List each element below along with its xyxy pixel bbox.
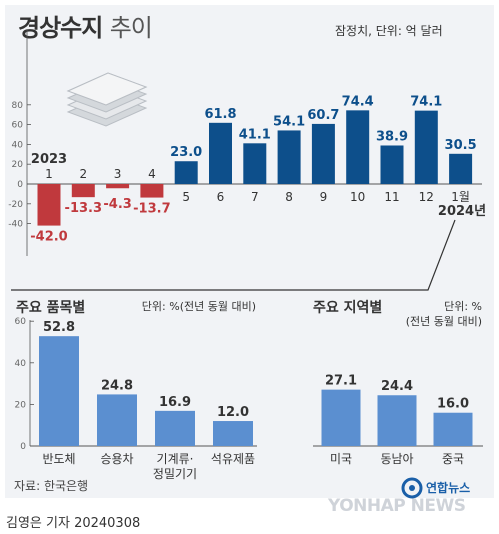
bar bbox=[106, 184, 130, 189]
bar bbox=[155, 410, 195, 446]
y-tick-label: 0 bbox=[17, 180, 23, 190]
category-label: 7 bbox=[251, 190, 259, 204]
value-label: -13.7 bbox=[133, 202, 170, 217]
brand-logo: 연합뉴스 YONHAP NEWS bbox=[328, 474, 492, 526]
y-tick-label: 80 bbox=[12, 101, 24, 111]
category-label: 1월 bbox=[451, 190, 470, 204]
year-label-2024: 2024년 bbox=[438, 204, 486, 219]
region-chart-unit: (전년 동월 대비) bbox=[406, 315, 482, 328]
y-tick-label: 40 bbox=[12, 140, 24, 150]
category-label: 9 bbox=[320, 190, 328, 204]
value-label: 23.0 bbox=[170, 145, 202, 160]
y-tick-label: -40 bbox=[8, 220, 23, 230]
category-y-tick-label: 60 bbox=[15, 317, 27, 327]
y-tick-label: 60 bbox=[12, 121, 24, 131]
category-label: 승용차 bbox=[100, 452, 133, 466]
category-chart: 주요 품목별 단위: %(전년 동월 대비) 60 40 20 0 52.8 반도체 24.8 승… bbox=[15, 299, 257, 481]
title-main: 경상수지 bbox=[18, 14, 103, 42]
value-label: 16.0 bbox=[437, 397, 469, 412]
bar bbox=[449, 153, 473, 184]
bar bbox=[346, 110, 370, 184]
value-label: 74.4 bbox=[342, 94, 374, 109]
category-label: 반도체 bbox=[42, 452, 75, 466]
brand-en: YONHAP NEWS bbox=[328, 496, 466, 516]
bar bbox=[209, 122, 232, 184]
category-label: 5 bbox=[182, 190, 190, 204]
unit-note: 잠정치, 단위: 억 달러 bbox=[335, 24, 443, 38]
value-label: 24.4 bbox=[381, 379, 413, 394]
category-y-tick-label: 0 bbox=[20, 442, 26, 452]
region-chart-title: 주요 지역별 bbox=[313, 299, 382, 316]
bar bbox=[243, 143, 267, 184]
category-label: 동남아 bbox=[380, 452, 413, 466]
value-label: 60.7 bbox=[307, 108, 339, 123]
money-stack-icon bbox=[66, 72, 148, 127]
value-label: -4.3 bbox=[103, 197, 131, 212]
bar bbox=[140, 184, 164, 198]
category-label: 석유제품 bbox=[211, 452, 255, 466]
bar bbox=[414, 110, 438, 184]
y-tick-label: -20 bbox=[8, 200, 23, 210]
value-label: 54.1 bbox=[273, 114, 305, 129]
category-label: 1 bbox=[45, 167, 53, 181]
bar bbox=[277, 130, 301, 184]
value-label: 52.8 bbox=[43, 320, 75, 335]
value-label: 12.0 bbox=[217, 405, 249, 420]
bar bbox=[37, 184, 61, 226]
category-label: 4 bbox=[148, 167, 156, 181]
bar bbox=[311, 123, 335, 184]
category-label: 기계류· bbox=[157, 452, 194, 466]
bar bbox=[97, 394, 137, 446]
brand-ko: 연합뉴스 bbox=[426, 481, 471, 495]
category-label: 3 bbox=[114, 167, 122, 181]
bar bbox=[213, 421, 253, 446]
value-label: -13.3 bbox=[65, 201, 102, 216]
value-label: 30.5 bbox=[445, 138, 477, 153]
value-label: 38.9 bbox=[376, 129, 408, 144]
bar bbox=[39, 336, 79, 446]
y-tick-label: 20 bbox=[12, 160, 24, 170]
value-label: 74.1 bbox=[410, 95, 442, 110]
main-chart: 80 60 40 20 0 -20 -40 1 -42.0 2 -13.3 3 -4.3 4 -13.7 5 2… bbox=[8, 30, 486, 291]
page-title: 경상수지 추이 bbox=[18, 8, 153, 43]
category-chart-unit: 단위: %(전년 동월 대비) bbox=[142, 300, 256, 313]
category-y-tick-label: 20 bbox=[15, 400, 27, 410]
category-label: 중국 bbox=[442, 452, 464, 466]
year-label-2023: 2023 bbox=[31, 152, 67, 167]
category-label: 12 bbox=[419, 190, 434, 204]
value-label: 24.8 bbox=[101, 378, 133, 393]
category-label: 10 bbox=[350, 190, 365, 204]
bar bbox=[377, 395, 417, 446]
category-label: 2 bbox=[79, 167, 87, 181]
category-y-tick-label: 40 bbox=[15, 359, 27, 369]
category-label: 미국 bbox=[330, 452, 352, 466]
bar bbox=[71, 184, 95, 198]
category-label: 11 bbox=[384, 190, 399, 204]
category-label: 6 bbox=[217, 190, 225, 204]
category-chart-title: 주요 품목별 bbox=[16, 299, 85, 316]
value-label: 27.1 bbox=[325, 374, 357, 389]
bar bbox=[380, 145, 404, 184]
byline: 김영은 기자 20240308 bbox=[6, 516, 141, 531]
category-label: 8 bbox=[285, 190, 293, 204]
bar bbox=[321, 389, 361, 446]
value-label: 61.8 bbox=[204, 107, 236, 122]
region-chart-unit: 단위: % bbox=[444, 300, 482, 313]
value-label: 16.9 bbox=[159, 395, 191, 410]
region-chart: 주요 지역별 단위: % (전년 동월 대비) 27.1 미국 24.4 동남아 16.0 중국 bbox=[313, 299, 483, 466]
bar bbox=[174, 161, 198, 184]
title-sub: 추이 bbox=[109, 14, 153, 42]
yonhap-logo-icon bbox=[401, 477, 423, 499]
value-label: -42.0 bbox=[30, 230, 67, 245]
value-label: 41.1 bbox=[239, 127, 271, 142]
connector-line bbox=[292, 219, 456, 291]
source-note: 자료: 한국은행 bbox=[14, 479, 89, 493]
bar bbox=[433, 412, 473, 446]
money-top-shape bbox=[66, 72, 148, 106]
category-label: 정밀기기 bbox=[153, 467, 197, 481]
